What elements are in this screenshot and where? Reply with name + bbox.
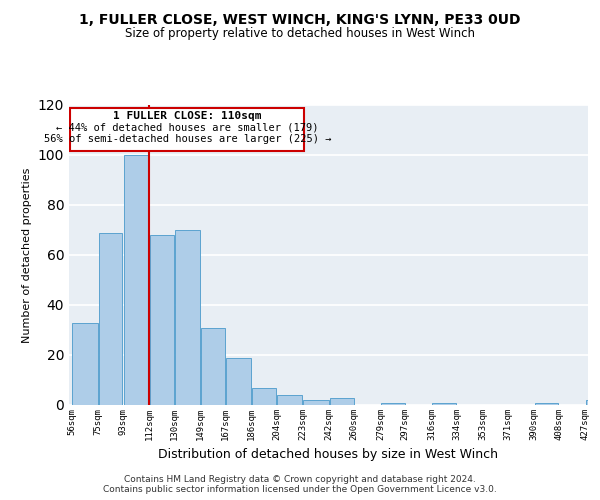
Bar	[73, 322, 98, 405]
Bar	[432, 402, 456, 405]
Text: 56% of semi-detached houses are larger (225) →: 56% of semi-detached houses are larger (…	[44, 134, 331, 144]
Bar	[277, 395, 302, 405]
Text: Contains HM Land Registry data © Crown copyright and database right 2024.: Contains HM Land Registry data © Crown c…	[124, 475, 476, 484]
Text: Size of property relative to detached houses in West Winch: Size of property relative to detached ho…	[125, 28, 475, 40]
Bar	[586, 400, 600, 405]
Bar	[381, 402, 405, 405]
Bar	[175, 230, 200, 405]
Bar	[330, 398, 353, 405]
Bar	[226, 358, 251, 405]
Bar	[201, 328, 225, 405]
Y-axis label: Number of detached properties: Number of detached properties	[22, 168, 32, 342]
Bar	[150, 235, 173, 405]
Bar	[98, 232, 122, 405]
Text: 1 FULLER CLOSE: 110sqm: 1 FULLER CLOSE: 110sqm	[113, 112, 262, 121]
Text: ← 44% of detached houses are smaller (179): ← 44% of detached houses are smaller (17…	[56, 122, 319, 132]
Bar	[535, 402, 559, 405]
Text: Contains public sector information licensed under the Open Government Licence v3: Contains public sector information licen…	[103, 485, 497, 494]
Text: 1, FULLER CLOSE, WEST WINCH, KING'S LYNN, PE33 0UD: 1, FULLER CLOSE, WEST WINCH, KING'S LYNN…	[79, 12, 521, 26]
Bar	[304, 400, 329, 405]
Bar	[252, 388, 276, 405]
FancyBboxPatch shape	[70, 108, 304, 151]
Bar	[124, 155, 149, 405]
X-axis label: Distribution of detached houses by size in West Winch: Distribution of detached houses by size …	[158, 448, 499, 462]
